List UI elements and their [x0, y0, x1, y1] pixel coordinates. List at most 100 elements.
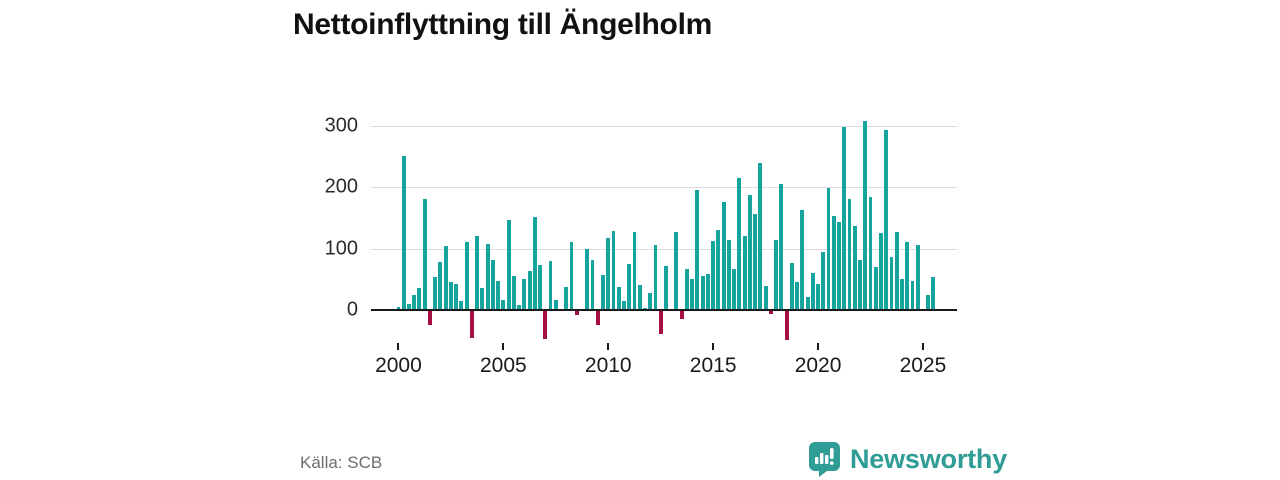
y-axis-label-100: 100	[324, 237, 358, 260]
bar-2024Q3	[910, 281, 915, 310]
bar-2010Q1	[606, 238, 611, 310]
bar-2003Q3	[469, 311, 474, 339]
x-tick-2025	[921, 343, 924, 350]
x-tick-2015	[712, 343, 715, 350]
bar-2009Q4	[601, 274, 605, 310]
source-label: Källa: SCB	[300, 453, 383, 472]
bar-2003Q4	[475, 235, 480, 310]
bar-2019Q2	[800, 210, 805, 310]
newsworthy-logo[interactable]: Newsworthy	[808, 441, 1007, 477]
bar-2004Q2	[485, 243, 490, 310]
bar-2004Q1	[480, 288, 485, 310]
bar-2015Q2	[716, 230, 721, 310]
bar-2023Q1	[879, 233, 883, 310]
bar-2017Q1	[753, 213, 758, 310]
y-axis-label-200: 200	[324, 175, 358, 198]
bar-2023Q2	[884, 130, 889, 310]
bar-2014Q4	[705, 273, 710, 310]
bar-2006Q3	[532, 217, 537, 310]
bar-2001Q4	[433, 276, 438, 310]
bar-2006Q2	[527, 271, 532, 310]
bar-2007Q3	[553, 299, 558, 310]
bar-2014Q1	[690, 278, 695, 310]
newsworthy-logo-text: Newsworthy	[850, 443, 1008, 474]
bar-2020Q2	[821, 252, 826, 310]
bar-2025Q3	[931, 276, 936, 310]
bar-2008Q2	[569, 242, 574, 310]
bar-2019Q1	[795, 281, 799, 310]
bar-2018Q3	[784, 311, 789, 341]
gridline-y-300	[371, 125, 957, 127]
bar-2024Q2	[905, 242, 910, 310]
bar-2022Q3	[868, 196, 873, 310]
bar-2021Q2	[842, 126, 847, 310]
bar-2021Q3	[847, 198, 852, 310]
bar-2015Q4	[726, 239, 731, 310]
bar-2017Q4	[768, 311, 773, 315]
bar-2017Q2	[758, 163, 763, 310]
x-tick-2010	[607, 343, 610, 350]
bar-2000Q4	[412, 294, 417, 310]
bar-2015Q3	[721, 201, 726, 310]
bar-2005Q2	[506, 219, 511, 310]
bar-2009Q3	[595, 311, 600, 326]
bar-2001Q1	[417, 288, 422, 310]
bar-2002Q3	[448, 281, 453, 310]
bar-2001Q2	[422, 198, 427, 310]
bar-2015Q1	[711, 241, 716, 310]
bar-2010Q3	[616, 287, 621, 310]
bar-2006Q1	[522, 279, 527, 310]
x-tick-2020	[817, 343, 820, 350]
bar-2005Q4	[517, 305, 522, 310]
bar-2003Q2	[464, 242, 469, 310]
bar-2005Q1	[501, 299, 506, 310]
bar-2000Q2	[401, 156, 406, 310]
x-axis-line	[371, 309, 957, 311]
bar-2009Q2	[590, 260, 595, 310]
bar-2000Q1	[396, 306, 401, 310]
bar-2011Q2	[632, 231, 637, 310]
bar-2020Q1	[816, 283, 820, 310]
y-axis-label-0: 0	[346, 298, 358, 321]
bar-2005Q3	[511, 275, 516, 310]
bar-2011Q3	[637, 285, 642, 310]
y-axis-label-300: 300	[324, 114, 358, 137]
bar-2022Q2	[863, 120, 868, 310]
bar-2018Q1	[774, 239, 779, 310]
x-axis-label-2000: 2000	[375, 354, 422, 377]
gridline-y-200	[371, 187, 957, 189]
bar-2012Q4	[663, 266, 668, 310]
bar-2019Q4	[810, 273, 815, 310]
bar-2012Q3	[658, 311, 663, 335]
bar-2016Q1	[732, 268, 737, 310]
bar-2022Q1	[858, 260, 862, 310]
x-axis-label-2020: 2020	[794, 354, 842, 377]
bar-2010Q2	[611, 231, 616, 310]
bar-2003Q1	[459, 300, 464, 310]
x-axis-label-2025: 2025	[899, 354, 947, 377]
bar-2019Q3	[805, 297, 810, 310]
bar-2007Q2	[548, 261, 553, 310]
bar-2024Q1	[900, 278, 904, 310]
bar-2010Q4	[622, 300, 626, 310]
bar-2002Q1	[438, 262, 443, 310]
bar-2008Q3	[574, 311, 579, 316]
bar-2007Q1	[543, 311, 548, 340]
bar-2013Q3	[679, 311, 684, 319]
bar-2021Q1	[837, 221, 841, 310]
bar-2013Q4	[684, 269, 689, 310]
bar-2020Q4	[831, 216, 836, 310]
bar-2018Q2	[779, 184, 784, 310]
bar-2002Q4	[454, 283, 459, 310]
bar-2001Q3	[427, 311, 432, 325]
bar-2017Q3	[763, 286, 768, 310]
bar-2009Q1	[585, 248, 590, 310]
bar-2023Q4	[894, 231, 899, 310]
bar-2004Q3	[490, 260, 495, 310]
bar-2018Q4	[789, 263, 794, 310]
bar-2021Q4	[852, 226, 857, 310]
newsworthy-speech-bubble-barchart-icon	[808, 441, 841, 477]
bar-2002Q2	[443, 246, 448, 310]
bar-2014Q2	[695, 190, 700, 310]
bar-2025Q2	[926, 294, 931, 310]
